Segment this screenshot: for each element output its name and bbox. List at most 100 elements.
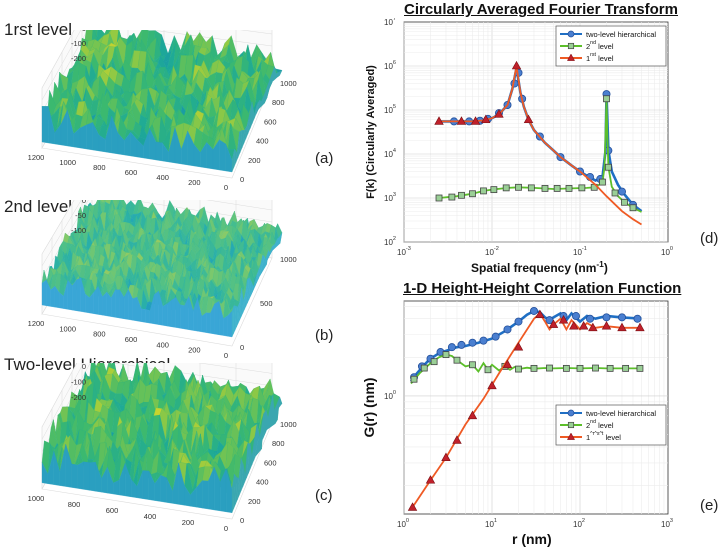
y-tick-label: 106 bbox=[384, 60, 396, 71]
y-tick-label: 400 bbox=[256, 137, 269, 146]
data-marker bbox=[617, 187, 626, 196]
panel-c-letter: (c) bbox=[315, 487, 333, 504]
panel-d-letter: (d) bbox=[700, 230, 719, 247]
data-marker bbox=[458, 191, 465, 199]
data-marker bbox=[511, 60, 522, 70]
x-tick-label: 102 bbox=[573, 518, 585, 529]
x-tick-label: 1000 bbox=[59, 158, 76, 167]
data-marker bbox=[447, 343, 456, 352]
surface-mesh bbox=[41, 200, 283, 338]
y-tick-label: 102 bbox=[384, 236, 396, 247]
data-marker bbox=[456, 116, 467, 125]
data-marker bbox=[490, 186, 498, 194]
panel-e-letter: (e) bbox=[700, 497, 719, 514]
x-tick-label: 600 bbox=[106, 506, 119, 515]
x-tick-label: 100 bbox=[661, 246, 673, 257]
y-tick-label: 1000 bbox=[280, 79, 297, 88]
data-marker bbox=[480, 187, 487, 195]
series-2 bbox=[407, 309, 645, 511]
data-marker bbox=[553, 185, 561, 192]
data-marker bbox=[441, 452, 451, 461]
surface-mesh bbox=[41, 363, 283, 513]
data-marker bbox=[494, 109, 504, 118]
z-tick-label: -100 bbox=[71, 39, 86, 48]
data-marker bbox=[586, 314, 595, 323]
data-marker bbox=[545, 316, 554, 325]
data-marker bbox=[592, 364, 599, 372]
data-marker bbox=[617, 322, 627, 332]
x-tick-label: 200 bbox=[188, 346, 201, 355]
x-tick-label: 10-1 bbox=[573, 246, 587, 257]
data-marker bbox=[636, 364, 644, 372]
legend-entry: two-level hierarchical bbox=[586, 30, 656, 39]
y-tick-label: 0 bbox=[240, 343, 244, 352]
data-marker bbox=[576, 364, 584, 372]
x-tick-label: 400 bbox=[144, 512, 157, 521]
x-tick-label: 10-2 bbox=[485, 246, 499, 257]
y-tick-label: 800 bbox=[272, 98, 285, 107]
data-marker bbox=[484, 366, 492, 374]
x-tick-label: 1200 bbox=[28, 319, 45, 328]
y-tick-label: 0 bbox=[240, 175, 244, 184]
y-tick-label: 103 bbox=[384, 192, 396, 203]
data-marker bbox=[635, 322, 645, 332]
legend-entry: two-level hierarchical bbox=[586, 409, 656, 418]
y-tick-label: 400 bbox=[256, 478, 269, 487]
x-tick-label: 800 bbox=[93, 330, 106, 339]
z-tick-label: 0 bbox=[82, 200, 86, 205]
data-marker bbox=[578, 321, 589, 330]
data-marker bbox=[548, 319, 559, 328]
data-marker bbox=[469, 361, 476, 369]
data-marker bbox=[622, 364, 630, 372]
data-marker bbox=[541, 185, 549, 192]
y-tick-label: 600 bbox=[264, 117, 277, 126]
x-tick-label: 100 bbox=[397, 518, 409, 529]
series-0 bbox=[409, 306, 642, 383]
x-tick-label: 200 bbox=[188, 178, 201, 187]
x-tick-label: 0 bbox=[224, 524, 228, 533]
x-tick-label: 1000 bbox=[59, 324, 76, 333]
series-2 bbox=[434, 60, 642, 226]
x-axis-label: Spatial frequency (nm-1) bbox=[471, 259, 608, 275]
data-marker bbox=[617, 313, 626, 322]
z-tick-label: -50 bbox=[75, 211, 86, 220]
surface-plot-two-level: 2001000-100-2001000800600400200010008006… bbox=[28, 363, 297, 533]
data-marker bbox=[602, 313, 611, 322]
x-tick-label: 400 bbox=[156, 173, 169, 182]
data-marker bbox=[571, 312, 580, 321]
panel-b-letter: (b) bbox=[315, 327, 334, 344]
y-tick-label: 107 bbox=[384, 18, 396, 27]
data-marker bbox=[442, 351, 450, 359]
x-tick-label: 1200 bbox=[28, 153, 45, 162]
x-tick-label: 1000 bbox=[28, 494, 45, 503]
data-marker bbox=[530, 364, 538, 372]
data-marker bbox=[535, 309, 545, 319]
surface-plot-first-level: 2001000-100-2001200100080060040020001000… bbox=[28, 30, 297, 190]
y-tick-label: 104 bbox=[384, 148, 396, 159]
data-marker bbox=[621, 198, 628, 206]
data-marker bbox=[502, 184, 510, 192]
x-axis-label: r (nm) bbox=[512, 531, 552, 547]
x-tick-label: 0 bbox=[224, 183, 228, 190]
data-marker bbox=[410, 375, 418, 383]
data-marker bbox=[515, 365, 522, 373]
z-tick-label: -100 bbox=[71, 378, 86, 387]
legend-entry: 1rst level bbox=[586, 52, 614, 63]
panel-a-title: 1rst level bbox=[4, 20, 73, 39]
data-marker bbox=[407, 502, 418, 511]
x-tick-label: 0 bbox=[224, 351, 228, 360]
data-marker bbox=[523, 114, 534, 124]
x-tick-label: 600 bbox=[125, 168, 138, 177]
data-marker bbox=[434, 116, 444, 125]
data-marker bbox=[470, 116, 481, 125]
data-marker bbox=[629, 204, 637, 212]
data-marker bbox=[503, 325, 512, 334]
data-marker bbox=[435, 194, 443, 202]
data-marker bbox=[604, 163, 612, 171]
data-marker bbox=[578, 184, 586, 192]
data-marker bbox=[599, 178, 606, 186]
y-axis-label: G(r) (nm) bbox=[361, 378, 377, 438]
data-marker bbox=[469, 190, 476, 198]
